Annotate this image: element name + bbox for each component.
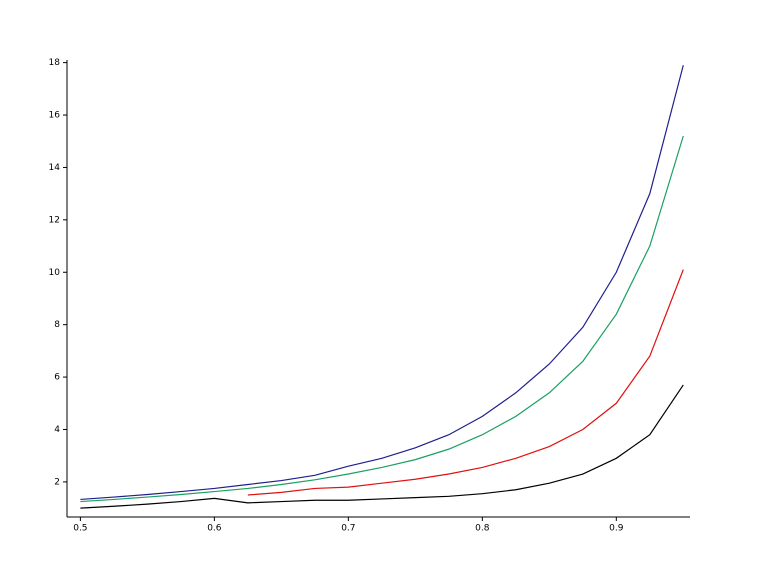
- series-line: [80, 65, 684, 501]
- y-tick-label: 8: [54, 320, 60, 330]
- y-tick-label: 12: [49, 215, 60, 225]
- x-tick-label: 0.6: [207, 524, 222, 534]
- y-tick-label: 4: [54, 425, 60, 435]
- y-tick-label: 16: [49, 111, 61, 121]
- y-tick-label: 6: [54, 373, 60, 383]
- y-tick-label: 10: [49, 268, 61, 278]
- y-tick-label: 2: [54, 477, 60, 487]
- y-tick-label: 14: [49, 163, 61, 173]
- series-line: [80, 135, 684, 503]
- x-tick-label: 0.7: [341, 524, 355, 534]
- series-line: [247, 269, 684, 496]
- series-line: [80, 384, 684, 509]
- y-tick-label: 18: [49, 58, 61, 68]
- x-tick-label: 0.5: [73, 524, 87, 534]
- x-tick-label: 0.9: [609, 524, 624, 534]
- x-tick-label: 0.8: [475, 524, 490, 534]
